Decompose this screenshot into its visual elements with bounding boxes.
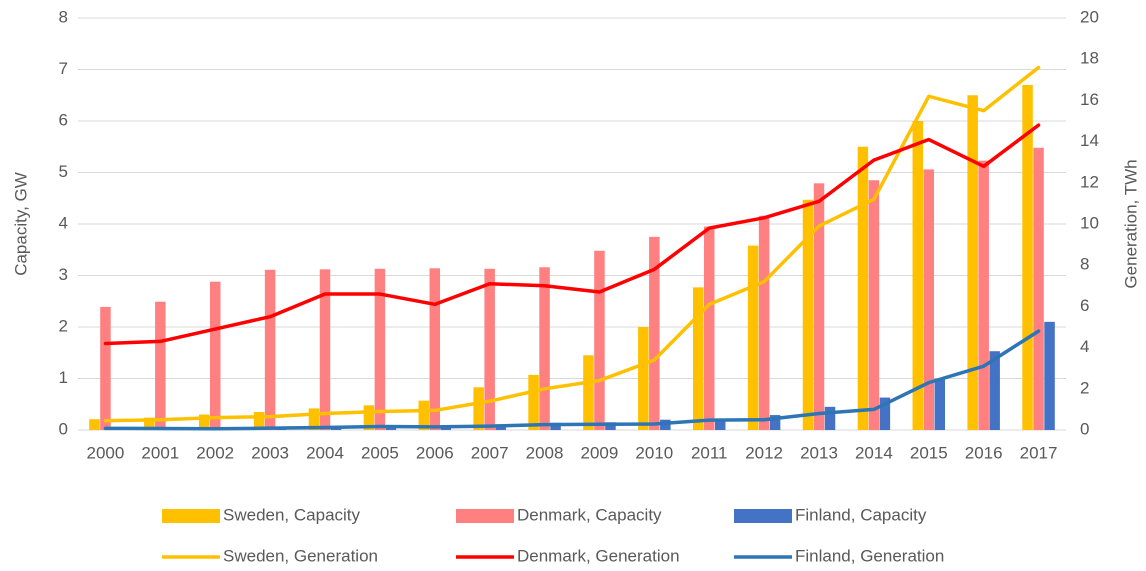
y-tick-label: 0: [59, 419, 68, 438]
line: [103, 65, 1041, 423]
bar: [638, 327, 649, 430]
x-tick-label: 2005: [361, 443, 399, 462]
bar: [1044, 321, 1055, 430]
bar: [649, 236, 660, 430]
y2-tick-label: 20: [1080, 7, 1099, 26]
y2-tick-label: 4: [1080, 337, 1089, 356]
bar: [583, 355, 594, 430]
x-tick-label: 2007: [471, 443, 509, 462]
bar: [912, 121, 924, 430]
legend-swatch: [734, 509, 792, 523]
x-tick-label: 2000: [87, 443, 125, 462]
bar: [594, 250, 605, 430]
y2-tick-label: 16: [1080, 90, 1099, 109]
bar: [144, 417, 155, 430]
y2-tick-label: 2: [1080, 378, 1089, 397]
bar: [550, 422, 561, 430]
bar: [319, 269, 331, 430]
line: [103, 329, 1041, 431]
bar: [714, 419, 726, 430]
legend-label: Finland, Capacity: [795, 505, 927, 524]
x-tick-label: 2009: [581, 443, 619, 462]
x-tick-label: 2010: [635, 443, 673, 462]
bar: [824, 406, 836, 430]
bar: [528, 374, 539, 430]
x-tick-label: 2015: [910, 443, 948, 462]
y-tick-label: 7: [59, 59, 68, 78]
bar: [1022, 84, 1033, 430]
y2-tick-label: 0: [1080, 419, 1089, 438]
bar: [374, 268, 386, 430]
legend-label: Denmark, Capacity: [517, 505, 662, 524]
y-tick-label: 4: [59, 213, 68, 232]
y-tick-label: 6: [59, 110, 68, 129]
legend-label: Sweden, Generation: [223, 546, 378, 565]
legend-swatch: [162, 509, 220, 523]
bar: [703, 226, 715, 430]
bar: [363, 405, 375, 430]
bar: [89, 419, 100, 430]
line: [103, 123, 1041, 346]
y-tick-label: 3: [59, 265, 68, 284]
bar: [758, 215, 770, 430]
x-tick-label: 2008: [526, 443, 564, 462]
bar: [813, 183, 825, 430]
bar: [747, 245, 759, 430]
y2-tick-label: 14: [1080, 131, 1099, 150]
x-tick-label: 2006: [416, 443, 454, 462]
bar: [253, 411, 265, 430]
bar: [802, 199, 814, 430]
bar: [692, 287, 704, 430]
x-tick-label: 2003: [251, 443, 289, 462]
x-tick-label: 2004: [306, 443, 344, 462]
bar: [308, 408, 320, 430]
y2-tick-label: 18: [1080, 49, 1099, 68]
x-tick-label: 2002: [196, 443, 234, 462]
x-tick-label: 2016: [965, 443, 1003, 462]
x-tick-label: 2014: [855, 443, 893, 462]
x-tick-label: 2001: [141, 443, 179, 462]
bar: [155, 301, 166, 430]
y2-axis-label: Generation, TWh: [1121, 159, 1140, 288]
y-tick-label: 1: [59, 368, 68, 387]
legend-swatch: [456, 509, 514, 523]
y-tick-label: 5: [59, 162, 68, 181]
x-tick-label: 2013: [800, 443, 838, 462]
bar: [923, 169, 935, 430]
bar: [539, 267, 550, 430]
x-tick-label: 2017: [1020, 443, 1058, 462]
y2-tick-label: 8: [1080, 255, 1089, 274]
bar: [857, 146, 869, 430]
x-tick-label: 2011: [691, 443, 728, 462]
x-tick-label: 2012: [745, 443, 783, 462]
legend-label: Finland, Generation: [795, 546, 944, 565]
y-axis-label: Capacity, GW: [11, 172, 30, 276]
bar: [264, 269, 276, 430]
bar: [989, 351, 1000, 430]
bar: [605, 422, 616, 430]
bar: [769, 415, 781, 430]
bar: [879, 397, 891, 430]
y2-tick-label: 6: [1080, 296, 1089, 315]
bar: [198, 414, 210, 430]
bar: [1033, 147, 1044, 430]
legend-label: Denmark, Generation: [517, 546, 680, 565]
y2-tick-label: 12: [1080, 172, 1099, 191]
y2-tick-label: 10: [1080, 213, 1099, 232]
bar: [484, 268, 495, 430]
bar: [978, 160, 989, 430]
bar: [100, 306, 111, 430]
legend-label: Sweden, Capacity: [223, 505, 361, 524]
y-tick-label: 2: [59, 316, 68, 335]
bar: [967, 95, 978, 430]
bar: [473, 387, 484, 430]
bar: [934, 378, 946, 430]
bar: [868, 180, 880, 430]
bar: [209, 281, 221, 430]
y-tick-label: 8: [59, 7, 68, 26]
bar: [418, 400, 430, 430]
bar: [429, 268, 441, 430]
